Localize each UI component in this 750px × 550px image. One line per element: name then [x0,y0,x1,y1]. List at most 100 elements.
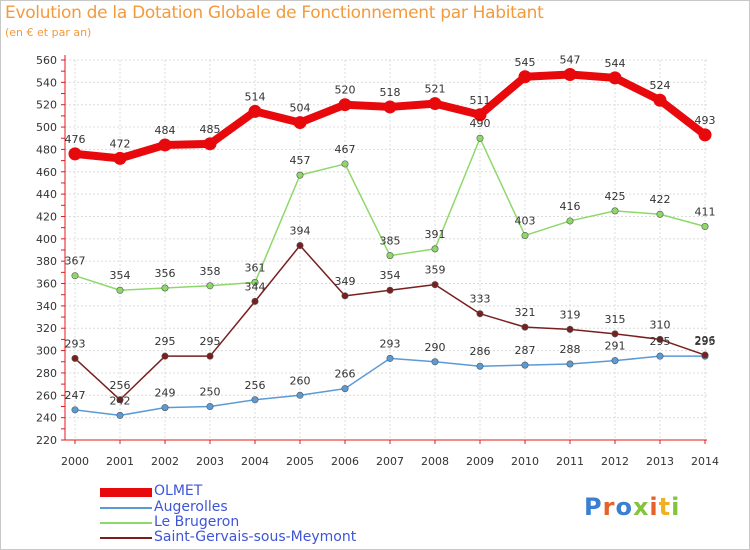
logo-letter: x [632,493,650,521]
data-label: 484 [155,124,176,137]
data-label: 315 [605,313,626,326]
data-point [161,284,169,292]
data-point [521,231,529,239]
y-tick-label: 240 [36,412,57,425]
data-label: 403 [515,214,536,227]
data-point [116,286,124,294]
data-label: 321 [515,306,536,319]
data-label: 361 [245,261,266,274]
legend-label: Augerolles [154,499,228,515]
data-label: 295 [155,335,176,348]
data-point [296,242,304,250]
data-point [296,391,304,399]
data-point [698,128,712,142]
data-label: 296 [695,334,716,347]
data-point [206,282,214,290]
y-tick-label: 220 [36,434,57,447]
data-label: 493 [695,114,716,127]
data-label: 344 [245,280,266,293]
data-label: 504 [290,102,311,115]
proxiti-logo: Proxiti [584,493,680,521]
data-label: 544 [605,57,626,70]
chart-title: Evolution de la Dotation Globale de Fonc… [5,3,544,23]
data-point [341,385,349,393]
data-label: 476 [65,133,86,146]
data-label: 524 [650,79,671,92]
x-tick-label: 2009 [466,455,494,468]
x-tick-label: 2005 [286,455,314,468]
data-point [476,310,484,318]
data-point [296,171,304,179]
data-label: 472 [110,137,131,150]
data-label: 266 [335,368,356,381]
y-tick-label: 480 [36,143,57,156]
data-point [656,210,664,218]
data-label: 293 [65,337,86,350]
data-label: 354 [110,269,131,282]
data-label: 359 [425,264,446,277]
y-tick-label: 540 [36,76,57,89]
data-point [341,292,349,300]
data-point [566,325,574,333]
data-label: 260 [290,374,311,387]
data-point [608,71,622,85]
data-point [431,358,439,366]
y-tick-label: 300 [36,345,57,358]
logo-letter: t [658,493,672,521]
y-tick-label: 260 [36,389,57,402]
x-tick-label: 2002 [151,455,179,468]
data-point [521,323,529,331]
data-point [656,352,664,360]
data-label: 467 [335,143,356,156]
data-point [611,330,619,338]
y-tick-label: 320 [36,322,57,335]
legend-swatch [100,488,152,497]
x-tick-label: 2013 [646,455,674,468]
y-tick-label: 560 [36,54,57,67]
data-label: 286 [470,345,491,358]
data-label: 514 [245,90,266,103]
legend-swatch [100,522,152,524]
x-tick-label: 2006 [331,455,359,468]
x-tick-label: 2010 [511,455,539,468]
data-label: 290 [425,341,446,354]
logo-letter: P [584,493,603,521]
data-point [71,354,79,362]
data-label: 547 [560,54,581,67]
data-point [383,100,397,114]
data-point [251,297,259,305]
data-label: 511 [470,94,491,107]
data-point [341,160,349,168]
data-label: 291 [605,340,626,353]
logo-letter: i [671,493,681,521]
data-point [248,104,262,118]
data-point [476,134,484,142]
data-label: 521 [425,83,446,96]
data-point [116,411,124,419]
data-point [158,138,172,152]
data-point [428,97,442,111]
y-tick-label: 420 [36,210,57,223]
data-label: 545 [515,56,536,69]
x-tick-label: 2012 [601,455,629,468]
x-tick-label: 2004 [241,455,269,468]
data-point [386,286,394,294]
data-point [251,396,259,404]
data-point [386,354,394,362]
data-label: 295 [695,335,716,348]
chart-subtitle: (en € et par an) [5,26,92,39]
data-label: 295 [200,335,221,348]
x-tick-label: 2001 [106,455,134,468]
y-tick-label: 500 [36,121,57,134]
data-point [701,351,709,359]
data-point [473,108,487,122]
x-tick-label: 2014 [691,455,719,468]
data-label: 349 [335,275,356,288]
data-point [701,223,709,231]
y-tick-label: 360 [36,278,57,291]
x-tick-label: 2000 [61,455,89,468]
data-point [563,68,577,82]
data-point [566,217,574,225]
